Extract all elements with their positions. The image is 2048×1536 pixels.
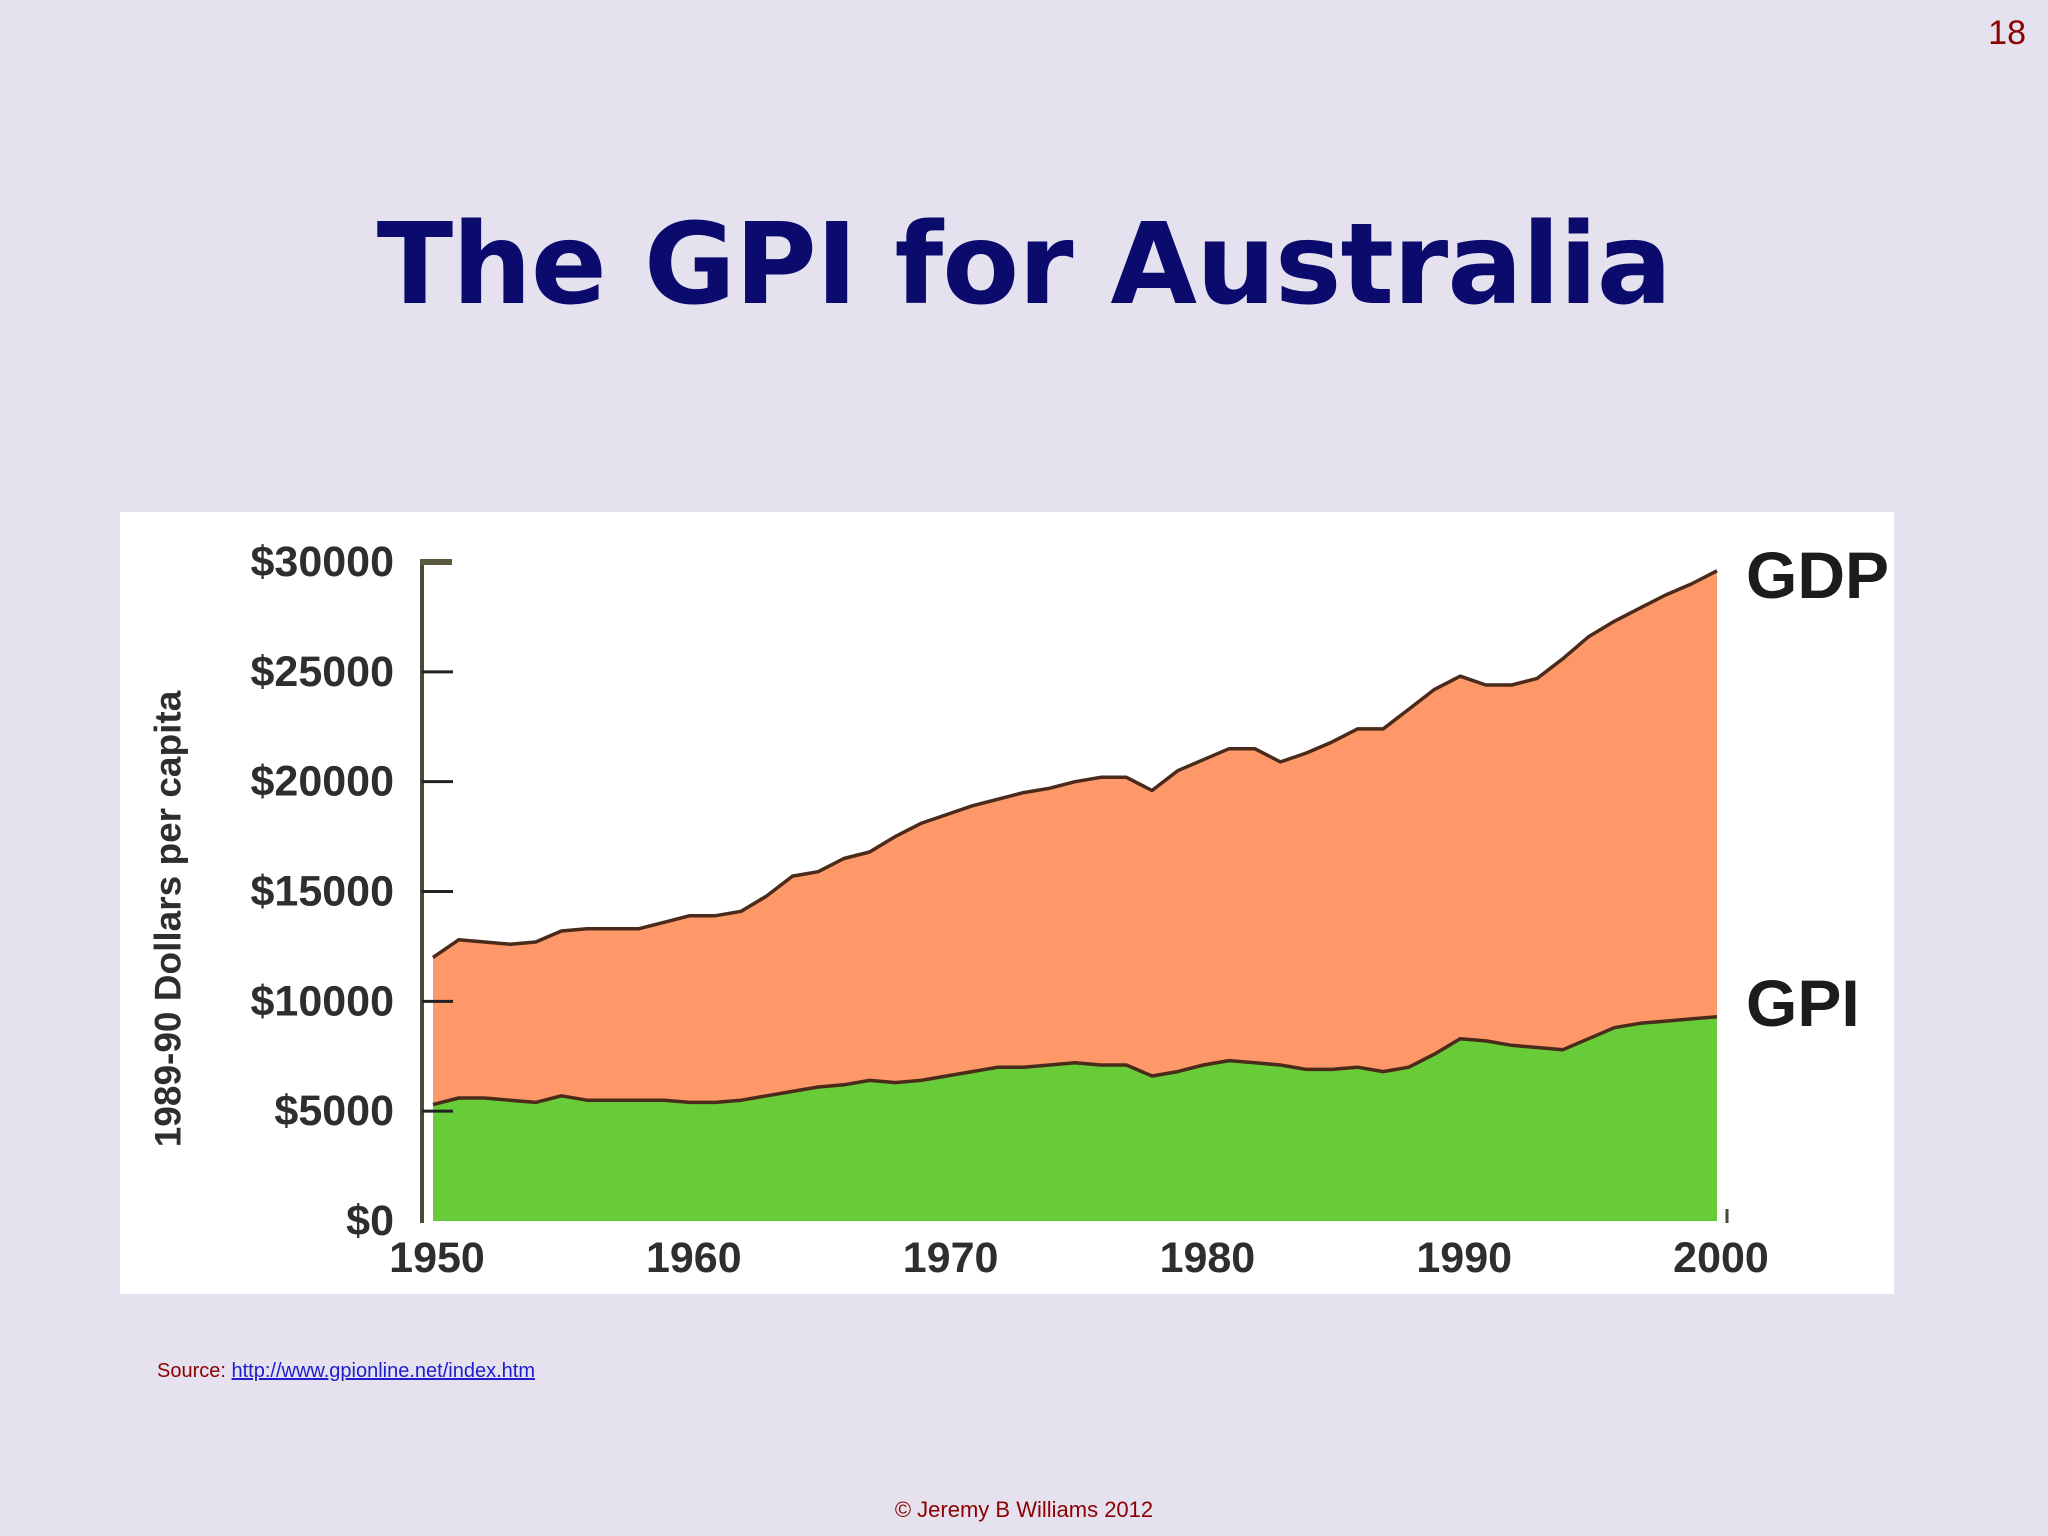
y-tick-label: $30000 <box>251 538 395 586</box>
x-tick-label: 1950 <box>389 1234 485 1282</box>
series-label-gpi: GPI <box>1746 966 1860 1040</box>
y-axis-label: 1989-90 Dollars per capita <box>148 690 189 1147</box>
series-areas <box>432 569 1718 1221</box>
gdp-gpi-area-chart: $0 $5000 $10000 $15000 $20000 $25000 $30000 19… <box>148 538 1890 1282</box>
line-gdp <box>432 569 1718 959</box>
slide-number: 18 <box>1988 14 2026 52</box>
y-tick-label: $20000 <box>251 758 395 806</box>
x-tick-label: 1970 <box>903 1234 999 1282</box>
y-ticks: $0 $5000 $10000 $15000 $20000 $25000 $30000 <box>251 538 453 1245</box>
x-tick-label: 2000 <box>1673 1234 1769 1282</box>
x-tick-label: 1980 <box>1160 1234 1256 1282</box>
slide-title: The GPI for Australia <box>376 200 1672 330</box>
x-ticks: 1950 1960 1970 1980 1990 2000 <box>389 1234 1769 1282</box>
area-gpi <box>433 1016 1717 1221</box>
source-link[interactable]: http://www.gpionline.net/index.htm <box>231 1360 535 1382</box>
series-labels: GDP GPI <box>1746 538 1889 1040</box>
y-tick-label: $10000 <box>251 977 395 1025</box>
y-tick-label: $5000 <box>274 1087 394 1135</box>
series-label-gdp: GDP <box>1746 538 1889 612</box>
source-label: Source: <box>157 1360 232 1382</box>
area-gdp <box>433 570 1717 1221</box>
y-tick-label: $0 <box>346 1197 394 1245</box>
source-citation: Source: http://www.gpionline.net/index.h… <box>157 1360 535 1383</box>
chart-panel: $0 $5000 $10000 $15000 $20000 $25000 $30000 19… <box>120 512 1894 1294</box>
line-gpi <box>432 1014 1718 1107</box>
y-tick-label: $25000 <box>251 648 395 696</box>
x-tick-label: 1990 <box>1416 1234 1512 1282</box>
y-tick-label: $15000 <box>251 868 395 916</box>
x-tick-label: 1960 <box>646 1234 742 1282</box>
copyright-notice: © Jeremy B Williams 2012 <box>894 1497 1154 1522</box>
